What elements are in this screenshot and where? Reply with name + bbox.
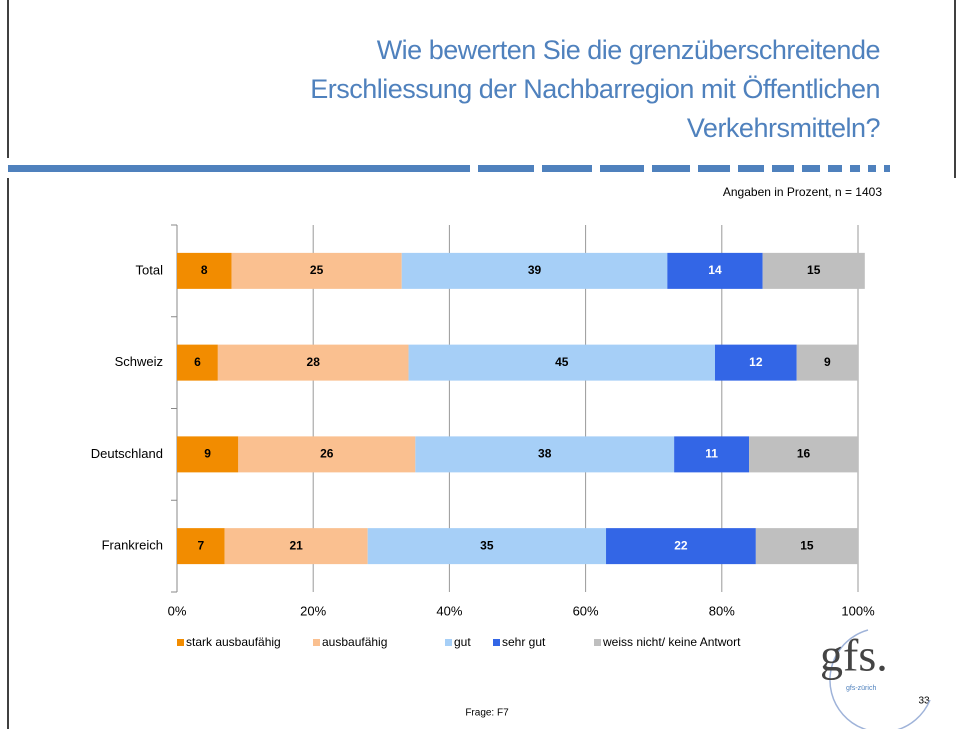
x-tick-label: 100% bbox=[841, 603, 875, 618]
data-label: 15 bbox=[800, 538, 814, 552]
data-label: 35 bbox=[480, 538, 494, 552]
chart-title: Wie bewerten Sie die grenzüberschreitend… bbox=[377, 35, 880, 65]
data-label: 45 bbox=[555, 355, 569, 369]
logo-sub: gfs-zürich bbox=[846, 685, 876, 692]
bar-segment bbox=[674, 436, 750, 473]
legend-swatch bbox=[493, 639, 500, 646]
data-label: 9 bbox=[824, 355, 831, 369]
legend-swatch bbox=[445, 639, 452, 646]
bar-segment bbox=[408, 344, 715, 381]
bar-segment bbox=[714, 344, 797, 381]
data-label: 15 bbox=[807, 263, 821, 277]
page-number: 33 bbox=[918, 696, 930, 707]
legend-swatch bbox=[594, 639, 601, 646]
bar-segment bbox=[606, 528, 756, 565]
y-tick-label: Schweiz bbox=[115, 354, 163, 369]
question: Frage: F7 bbox=[465, 708, 509, 719]
data-label: 28 bbox=[307, 355, 321, 369]
data-label: 25 bbox=[310, 263, 324, 277]
data-label: 11 bbox=[705, 447, 718, 461]
data-label: 21 bbox=[289, 538, 303, 552]
logo: gfs. bbox=[820, 630, 888, 681]
x-tick-label: 60% bbox=[573, 603, 599, 618]
logo-arc bbox=[829, 629, 931, 729]
x-tick-label: 0% bbox=[168, 603, 187, 618]
bar-segment bbox=[367, 528, 607, 565]
bar-segment bbox=[177, 252, 232, 289]
bar-segment bbox=[749, 436, 858, 473]
x-tick-label: 80% bbox=[709, 603, 735, 618]
x-tick-label: 40% bbox=[436, 603, 462, 618]
data-label: 9 bbox=[204, 447, 211, 461]
bar-segment bbox=[401, 252, 668, 289]
data-label: 22 bbox=[674, 538, 688, 552]
bar-segment bbox=[217, 344, 409, 381]
data-label: 38 bbox=[538, 447, 552, 461]
legend-label: gut bbox=[454, 635, 471, 649]
bar-segment bbox=[177, 344, 218, 381]
y-tick-label: Frankreich bbox=[102, 538, 163, 553]
chart-title: Verkehrsmitteln? bbox=[687, 113, 881, 143]
data-label: 16 bbox=[797, 447, 811, 461]
bar-segment bbox=[755, 528, 858, 565]
data-label: 39 bbox=[528, 263, 542, 277]
legend-label: stark ausbaufähig bbox=[186, 635, 281, 649]
y-tick-label: Deutschland bbox=[91, 446, 163, 461]
bar-segment bbox=[667, 252, 763, 289]
data-label: 7 bbox=[197, 538, 204, 552]
bar-segment bbox=[224, 528, 368, 565]
y-tick-label: Total bbox=[136, 262, 164, 277]
data-label: 12 bbox=[749, 355, 763, 369]
bar-segment bbox=[762, 252, 865, 289]
bar-segment bbox=[177, 528, 225, 565]
data-label: 26 bbox=[320, 447, 334, 461]
data-label: 6 bbox=[194, 355, 201, 369]
x-tick-label: 20% bbox=[300, 603, 326, 618]
legend-label: sehr gut bbox=[502, 635, 546, 649]
data-label: 8 bbox=[201, 263, 208, 277]
legend-swatch bbox=[313, 639, 320, 646]
data-label: 14 bbox=[708, 263, 722, 277]
legend-swatch bbox=[177, 639, 184, 646]
legend-label: ausbaufähig bbox=[322, 635, 387, 649]
chart-title: Erschliessung der Nachbarregion mit Öffe… bbox=[310, 74, 880, 104]
bar-segment bbox=[231, 252, 402, 289]
bar-segment bbox=[238, 436, 416, 473]
subtitle: Angaben in Prozent, n = 1403 bbox=[723, 185, 882, 199]
legend-label: weiss nicht/ keine Antwort bbox=[602, 635, 741, 649]
bar-segment bbox=[177, 436, 239, 473]
bar-segment bbox=[415, 436, 675, 473]
bar-segment bbox=[796, 344, 858, 381]
title-rule bbox=[8, 165, 890, 172]
